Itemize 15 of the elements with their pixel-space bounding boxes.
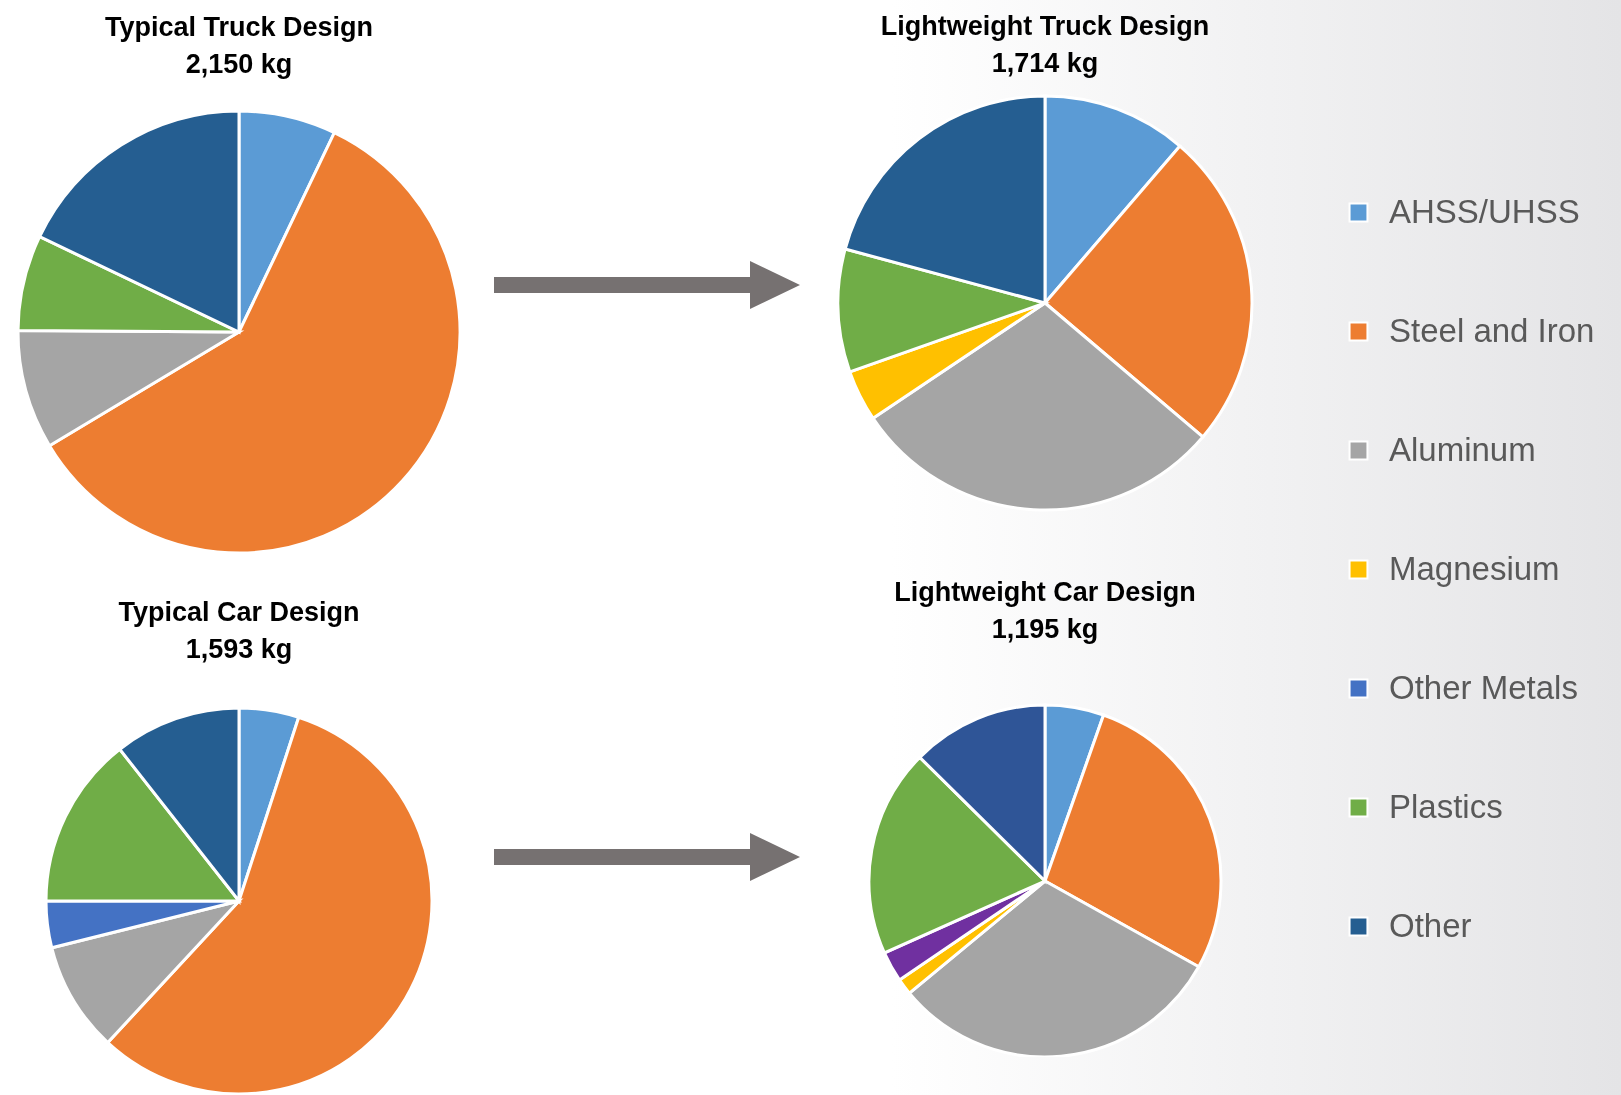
- chart-title: Typical Truck Design: [104, 12, 374, 42]
- chart-subtitle: 2,150 kg: [185, 49, 293, 79]
- chart-subtitle: 1,714 kg: [991, 48, 1099, 78]
- legend-label: AHSS/UHSS: [1389, 192, 1580, 230]
- chart-title: Lightweight Car Design: [894, 577, 1196, 607]
- chart-subtitle: 1,195 kg: [991, 614, 1099, 644]
- legend-label: Aluminum: [1389, 430, 1536, 468]
- legend-label: Plastics: [1389, 787, 1503, 825]
- legend-label: Magnesium: [1389, 549, 1560, 587]
- chart-subtitle: 1,593 kg: [185, 634, 293, 664]
- legend-label: Other Metals: [1389, 668, 1578, 706]
- chart-title: Lightweight Truck Design: [880, 11, 1210, 41]
- legend-label: Other: [1389, 906, 1472, 944]
- legend-label: Steel and Iron: [1389, 311, 1595, 349]
- chart-title: Typical Car Design: [118, 597, 360, 627]
